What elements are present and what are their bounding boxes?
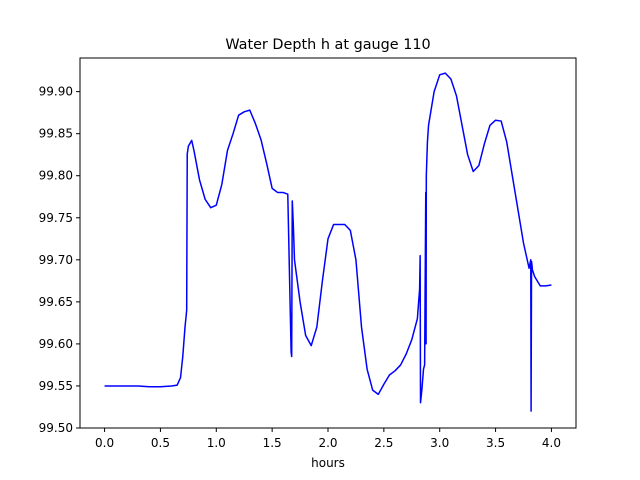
axes-frame [79,57,577,429]
y-tick-label: 99.75 [39,211,73,225]
x-tick-label: 3.0 [430,436,449,450]
x-tick-label: 1.0 [207,436,226,450]
x-axis-label: hours [311,456,345,470]
chart-title: Water Depth h at gauge 110 [225,37,430,53]
x-tick-label: 1.5 [263,436,282,450]
x-tick-label: 2.5 [374,436,393,450]
series-line-0 [104,72,552,412]
y-tick-label: 99.50 [39,421,73,435]
x-tick-label: 0.5 [151,436,170,450]
x-tick-label: 2.0 [318,436,337,450]
y-tick-label: 99.70 [39,253,73,267]
y-tick-label: 99.90 [39,85,73,99]
y-tick-label: 99.55 [39,379,73,393]
x-tick-label: 3.5 [486,436,505,450]
y-tick-label: 99.85 [39,127,73,141]
y-tick-label: 99.60 [39,337,73,351]
y-axis: 99.50 99.55 99.60 99.65 99.70 99.75 99.80 99.85… [39,85,80,435]
x-axis: 0.0 0.5 1.0 1.5 2.0 2.5 3.0 3.5 4.0 [95,428,561,450]
y-tick-label: 99.65 [39,295,73,309]
y-tick-label: 99.80 [39,169,73,183]
plot-area [104,72,552,412]
x-tick-label: 4.0 [542,436,561,450]
x-tick-label: 0.0 [95,436,114,450]
